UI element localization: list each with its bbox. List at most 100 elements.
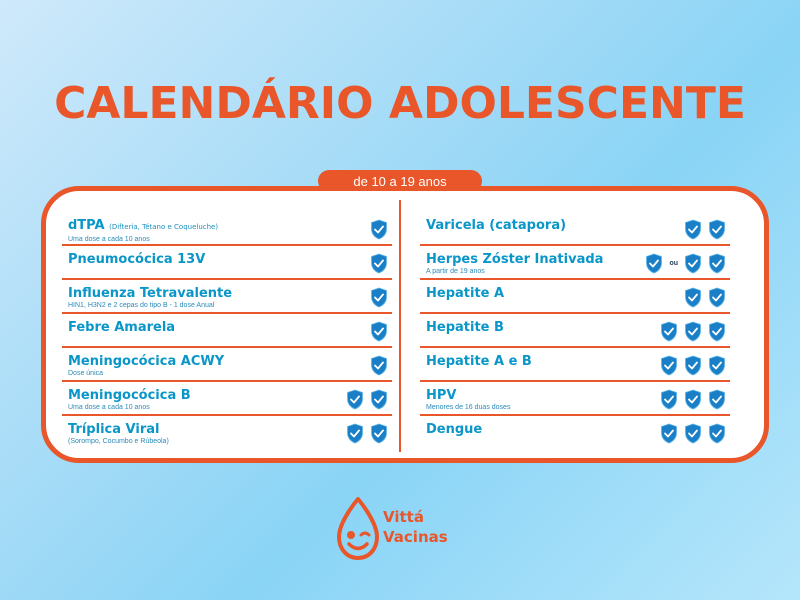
dose-shield-icon bbox=[661, 389, 677, 410]
vaccine-row: Varicela (catapora) bbox=[420, 212, 730, 246]
vaccine-row: Tríplica Viral (Sorompo, Cocumbo e Rúbeol… bbox=[62, 416, 392, 450]
vaccine-text: Herpes Zóster Inativada A partir de 19 an… bbox=[426, 252, 603, 276]
dose-shield-icon bbox=[709, 321, 725, 342]
vaccine-row: Influenza Tetravalente HIN1, H3N2 e 2 cep… bbox=[62, 280, 392, 314]
vaccine-row: Hepatite A bbox=[420, 280, 730, 314]
vaccine-name-label: Hepatite B bbox=[426, 320, 504, 335]
vaccine-text: Tríplica Viral (Sorompo, Cocumbo e Rúbeol… bbox=[68, 422, 169, 446]
vaccine-name: Hepatite B bbox=[426, 320, 504, 335]
vaccine-name-label: Varicela (catapora) bbox=[426, 218, 567, 233]
or-separator: ou bbox=[669, 260, 678, 267]
vaccine-name: Influenza Tetravalente bbox=[68, 286, 232, 301]
dose-shield-icon bbox=[371, 219, 387, 240]
dose-shields bbox=[370, 321, 388, 342]
dose-shields: ou bbox=[645, 253, 726, 274]
schedule-card bbox=[41, 186, 769, 463]
vaccine-row: Hepatite A e B bbox=[420, 348, 730, 382]
dose-shield-icon bbox=[709, 287, 725, 308]
vaccine-text: Hepatite A e B bbox=[426, 354, 532, 369]
dose-shield-icon bbox=[371, 355, 387, 376]
dose-shield-icon bbox=[685, 423, 701, 444]
vaccine-row: Febre Amarela bbox=[62, 314, 392, 348]
vaccine-text: Meningocócica B Uma dose a cada 10 anos bbox=[68, 388, 191, 412]
vaccine-row: Hepatite B bbox=[420, 314, 730, 348]
dose-shield-icon bbox=[646, 253, 663, 274]
vaccine-text: Varicela (catapora) bbox=[426, 218, 566, 233]
dose-shield-icon bbox=[709, 389, 725, 410]
vaccine-text: HPV Menores de 16 duas doses bbox=[426, 388, 510, 412]
vaccine-text: Febre Amarela bbox=[68, 320, 175, 335]
vaccine-note: A partir de 19 anos bbox=[426, 268, 485, 275]
vaccine-text: Dengue bbox=[426, 422, 482, 437]
left-vaccine-list: dTPA (Difteria, Tétano e Coqueluche) Uma … bbox=[62, 212, 392, 450]
vaccine-row: dTPA (Difteria, Tétano e Coqueluche) Uma … bbox=[62, 212, 392, 246]
dose-shield-icon bbox=[371, 321, 387, 342]
vaccine-name-label: Tríplica Viral bbox=[68, 422, 160, 437]
vaccine-text: Hepatite B bbox=[426, 320, 504, 335]
vaccine-name-label: Meningocócica B bbox=[68, 388, 191, 403]
vaccine-text: Pneumocócica 13V bbox=[68, 252, 205, 267]
dose-shields bbox=[660, 321, 726, 342]
vaccine-inline-note: (Difteria, Tétano e Coqueluche) bbox=[109, 223, 219, 231]
vaccine-name-label: Herpes Zóster Inativada bbox=[426, 252, 604, 267]
vaccine-row: HPV Menores de 16 duas doses bbox=[420, 382, 730, 416]
vaccine-name: Varicela (catapora) bbox=[426, 218, 566, 233]
dose-shield-icon bbox=[685, 253, 701, 274]
dose-shields bbox=[370, 253, 388, 274]
vaccine-name: HPV bbox=[426, 388, 510, 403]
vaccine-name-label: dTPA bbox=[68, 218, 105, 233]
vaccine-row: Dengue bbox=[420, 416, 730, 450]
vaccine-note: (Sorompo, Cocumbo e Rúbeola) bbox=[68, 438, 169, 445]
dose-shield-icon bbox=[685, 321, 701, 342]
vaccine-row: Pneumocócica 13V bbox=[62, 246, 392, 280]
dose-shield-icon bbox=[685, 389, 701, 410]
dose-shield-icon bbox=[685, 219, 701, 240]
dose-shields bbox=[370, 219, 388, 240]
right-vaccine-list: Varicela (catapora) Herpes Zóster Inativa… bbox=[420, 212, 730, 450]
vaccine-name: Pneumocócica 13V bbox=[68, 252, 205, 267]
dose-shield-icon bbox=[371, 287, 387, 308]
page-title: CALENDÁRIO ADOLESCENTE bbox=[54, 78, 746, 129]
vaccine-name: Febre Amarela bbox=[68, 320, 175, 335]
dose-shields bbox=[370, 355, 388, 376]
dose-shields bbox=[660, 355, 726, 376]
dose-shield-icon bbox=[709, 219, 725, 240]
dose-shield-icon bbox=[371, 253, 387, 274]
drop-mascot-icon bbox=[337, 497, 379, 560]
vaccine-row: Herpes Zóster Inativada A partir de 19 an… bbox=[420, 246, 730, 280]
dose-shield-icon bbox=[347, 389, 363, 410]
vaccine-note: Dose única bbox=[68, 370, 104, 377]
vaccine-note: Uma dose a cada 10 anos bbox=[68, 404, 150, 411]
dose-shield-icon bbox=[661, 355, 677, 376]
vaccine-name: Hepatite A bbox=[426, 286, 504, 301]
dose-shields bbox=[660, 423, 726, 444]
vaccine-name-label: Influenza Tetravalente bbox=[68, 286, 233, 301]
dose-shield-icon bbox=[709, 423, 725, 444]
dose-shield-icon bbox=[709, 355, 725, 376]
vaccine-note: HIN1, H3N2 e 2 cepas do tipo B - 1 dose … bbox=[68, 302, 215, 309]
column-divider bbox=[399, 200, 401, 452]
dose-shield-icon bbox=[371, 389, 387, 410]
vaccine-name-label: Pneumocócica 13V bbox=[68, 252, 206, 267]
vaccine-text: dTPA (Difteria, Tétano e Coqueluche) Uma … bbox=[68, 218, 218, 244]
vaccine-name-label: Meningocócica ACWY bbox=[68, 354, 225, 369]
vaccine-text: Hepatite A bbox=[426, 286, 504, 301]
dose-shield-icon bbox=[347, 423, 363, 444]
vaccine-name-label: Dengue bbox=[426, 422, 483, 437]
dose-shield-icon bbox=[371, 423, 387, 444]
vaccine-row: Meningocócica ACWY Dose única bbox=[62, 348, 392, 382]
logo-line-2: Vacinas bbox=[383, 528, 448, 546]
dose-shield-icon bbox=[661, 321, 677, 342]
logo-line-1: Vittá bbox=[383, 508, 424, 526]
vaccine-name-label: Hepatite A bbox=[426, 286, 505, 301]
vaccine-note: Menores de 16 duas doses bbox=[426, 404, 511, 411]
dose-shield-icon bbox=[709, 253, 725, 274]
vaccine-name: Meningocócica B bbox=[68, 388, 191, 403]
dose-shield-icon bbox=[685, 355, 701, 376]
dose-shields bbox=[684, 219, 726, 240]
dose-shields bbox=[346, 423, 388, 444]
logo-wordmark: Vittá Vacinas bbox=[383, 507, 448, 547]
vaccine-row: Meningocócica B Uma dose a cada 10 anos bbox=[62, 382, 392, 416]
vaccine-text: Meningocócica ACWY Dose única bbox=[68, 354, 224, 378]
vaccine-note: Uma dose a cada 10 anos bbox=[68, 236, 150, 243]
